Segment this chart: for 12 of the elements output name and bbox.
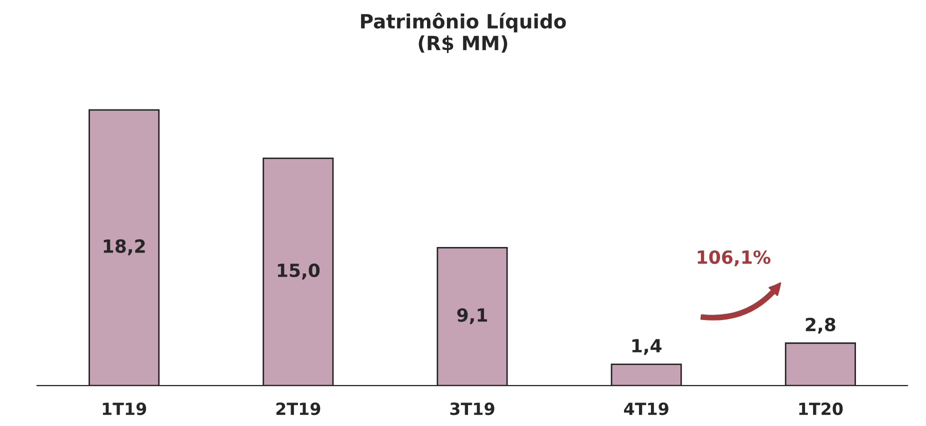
data-label: 18,2 [104,239,145,256]
x-tick-label: 4T19 [624,402,668,416]
x-tick-label: 1T19 [102,402,146,416]
x-tick-label: 3T19 [450,402,494,416]
data-label: 15,0 [278,264,320,280]
annotation: 106,1% [698,250,770,266]
data-label: 2,8 [806,318,836,334]
x-tick-label: 1T20 [799,402,843,416]
chart-title: Patrimônio Líquido (R$ MM) [361,12,566,53]
data-label: 1,4 [632,339,662,355]
x-tick-label: 2T19 [276,402,320,416]
data-label: 9,1 [457,308,488,324]
